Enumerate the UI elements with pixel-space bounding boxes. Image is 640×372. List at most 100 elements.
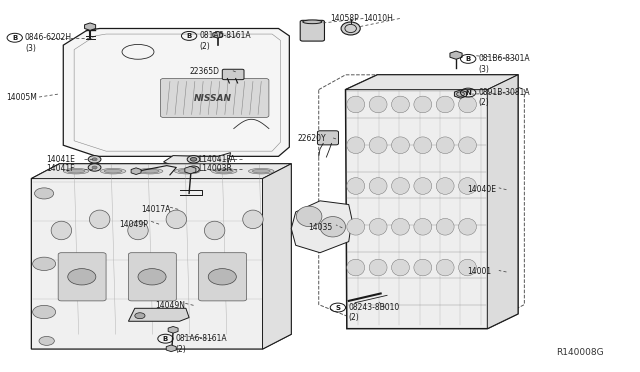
Ellipse shape [459,218,476,235]
Ellipse shape [436,137,454,154]
Ellipse shape [459,137,476,154]
Text: 14041E: 14041E [47,155,76,164]
Ellipse shape [392,218,410,235]
Ellipse shape [392,178,410,194]
Ellipse shape [414,178,432,194]
Text: 14049P: 14049P [119,220,148,229]
Text: 081A6-8161A: 081A6-8161A [175,334,227,343]
Text: 14040E: 14040E [467,185,496,194]
Text: 08243-8B010: 08243-8B010 [348,303,399,312]
Text: (2): (2) [348,314,359,323]
Text: 14041F: 14041F [47,164,75,173]
Text: (2): (2) [199,42,210,51]
Ellipse shape [90,210,110,229]
Ellipse shape [347,96,365,113]
Text: 14010H: 14010H [363,14,393,23]
Ellipse shape [436,178,454,194]
FancyBboxPatch shape [129,253,176,301]
Text: (3): (3) [478,65,489,74]
Text: 14005M: 14005M [6,93,36,102]
Text: S: S [335,305,340,311]
Text: R140008G: R140008G [556,348,604,357]
Ellipse shape [347,137,365,154]
Ellipse shape [248,169,274,174]
Text: 081A6-8161A: 081A6-8161A [199,31,251,41]
Text: 22365D: 22365D [189,67,219,76]
Ellipse shape [369,259,387,276]
Circle shape [190,157,196,161]
Ellipse shape [141,169,159,173]
FancyBboxPatch shape [198,253,246,301]
Polygon shape [487,75,518,329]
Ellipse shape [392,96,410,113]
Circle shape [92,158,97,161]
Circle shape [39,336,54,345]
Text: NISSAN: NISSAN [194,94,232,103]
Ellipse shape [303,20,322,24]
Polygon shape [291,201,352,253]
Text: 14049N: 14049N [156,301,185,310]
Text: N: N [465,90,471,96]
FancyBboxPatch shape [300,20,324,41]
Ellipse shape [369,178,387,194]
Text: B: B [186,33,192,39]
Polygon shape [262,164,291,349]
Ellipse shape [392,259,410,276]
Circle shape [35,188,54,199]
Ellipse shape [252,169,270,173]
Text: B: B [465,56,471,62]
Ellipse shape [459,259,476,276]
Polygon shape [164,153,230,166]
Ellipse shape [138,169,163,174]
Circle shape [138,269,166,285]
Ellipse shape [414,96,432,113]
Text: 081B6-8301A: 081B6-8301A [478,54,530,63]
Ellipse shape [63,169,89,174]
Ellipse shape [347,178,365,194]
Ellipse shape [459,96,476,113]
Ellipse shape [347,259,365,276]
Ellipse shape [459,178,476,194]
Ellipse shape [414,218,432,235]
Circle shape [187,155,200,163]
Ellipse shape [211,169,237,174]
Ellipse shape [369,96,387,113]
Ellipse shape [347,218,365,235]
Circle shape [208,269,236,285]
Ellipse shape [166,210,186,229]
Text: 0891B-3081A: 0891B-3081A [478,88,530,97]
FancyBboxPatch shape [222,69,244,80]
Ellipse shape [436,259,454,276]
Circle shape [88,155,101,163]
Ellipse shape [204,221,225,240]
Ellipse shape [414,259,432,276]
Ellipse shape [215,169,233,173]
Polygon shape [31,164,291,179]
Text: B: B [12,35,17,41]
Polygon shape [346,75,518,90]
FancyBboxPatch shape [58,253,106,301]
Text: 14035: 14035 [308,223,333,232]
Text: (2): (2) [175,344,186,353]
Ellipse shape [392,137,410,154]
Ellipse shape [104,169,122,173]
Text: 14058P: 14058P [330,14,359,23]
Ellipse shape [67,169,85,173]
Ellipse shape [178,169,196,173]
Ellipse shape [320,217,346,237]
FancyBboxPatch shape [161,78,269,118]
Polygon shape [129,308,189,321]
Ellipse shape [128,221,148,240]
Circle shape [135,313,145,319]
Circle shape [33,305,56,319]
FancyBboxPatch shape [317,131,339,145]
Text: 0846-6202H: 0846-6202H [25,33,72,42]
Text: 14001: 14001 [467,267,491,276]
Text: (3): (3) [25,44,36,52]
Ellipse shape [51,221,72,240]
Polygon shape [31,164,291,349]
Circle shape [88,164,101,171]
Ellipse shape [369,218,387,235]
Ellipse shape [296,206,322,227]
Ellipse shape [243,210,263,229]
